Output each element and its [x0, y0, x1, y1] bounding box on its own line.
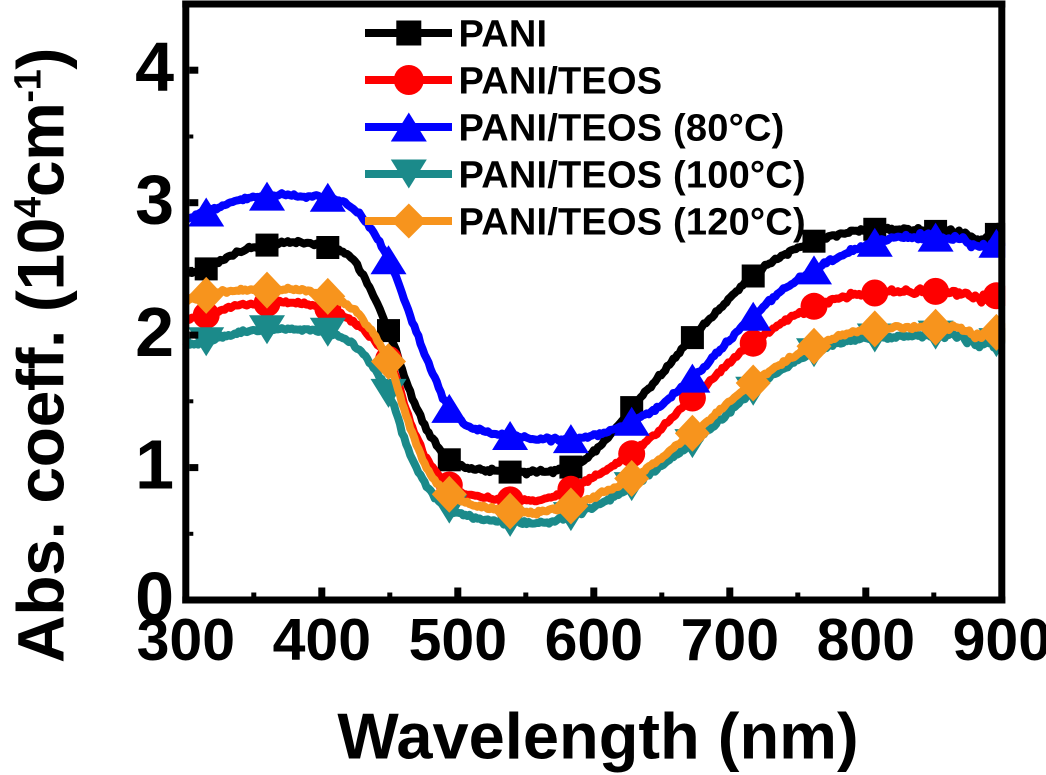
svg-text:Wavelength (nm): Wavelength (nm): [337, 700, 858, 773]
svg-text:PANI/TEOS (120°C): PANI/TEOS (120°C): [459, 201, 806, 243]
svg-text:0: 0: [135, 558, 174, 636]
svg-text:PANI/TEOS (100°C): PANI/TEOS (100°C): [459, 154, 806, 196]
svg-text:500: 500: [409, 607, 507, 673]
svg-text:PANI/TEOS (80°C): PANI/TEOS (80°C): [459, 107, 785, 149]
svg-text:PANI: PANI: [459, 13, 548, 55]
svg-text:1: 1: [135, 426, 174, 504]
svg-text:PANI/TEOS: PANI/TEOS: [459, 60, 663, 102]
svg-text:600: 600: [545, 607, 643, 673]
svg-text:Abs. coeff. (104cm-1): Abs. coeff. (104cm-1): [4, 48, 78, 663]
svg-text:900: 900: [953, 607, 1046, 673]
svg-text:700: 700: [681, 607, 779, 673]
svg-text:2: 2: [135, 293, 174, 371]
svg-text:800: 800: [817, 607, 915, 673]
svg-text:3: 3: [135, 161, 174, 239]
svg-text:4: 4: [135, 28, 174, 106]
svg-text:400: 400: [273, 607, 371, 673]
svg-text:300: 300: [137, 607, 235, 673]
